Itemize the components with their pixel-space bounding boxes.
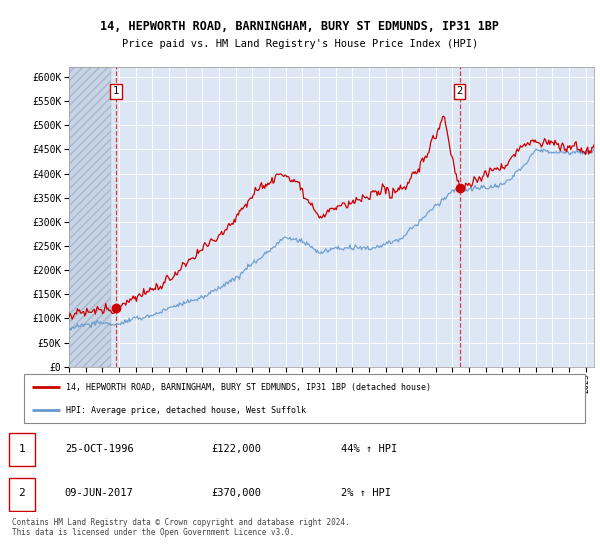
FancyBboxPatch shape [24, 374, 585, 423]
Text: £122,000: £122,000 [212, 444, 262, 454]
Text: 2: 2 [19, 488, 25, 498]
FancyBboxPatch shape [9, 478, 35, 511]
Text: 1: 1 [113, 86, 119, 96]
Text: 14, HEPWORTH ROAD, BARNINGHAM, BURY ST EDMUNDS, IP31 1BP: 14, HEPWORTH ROAD, BARNINGHAM, BURY ST E… [101, 20, 499, 32]
Text: 1: 1 [19, 444, 25, 454]
Text: HPI: Average price, detached house, West Suffolk: HPI: Average price, detached house, West… [66, 406, 306, 415]
Text: 25-OCT-1996: 25-OCT-1996 [65, 444, 134, 454]
Text: 44% ↑ HPI: 44% ↑ HPI [341, 444, 397, 454]
Text: Contains HM Land Registry data © Crown copyright and database right 2024.
This d: Contains HM Land Registry data © Crown c… [12, 518, 350, 538]
Text: 2% ↑ HPI: 2% ↑ HPI [341, 488, 391, 498]
Text: 09-JUN-2017: 09-JUN-2017 [65, 488, 134, 498]
Text: £370,000: £370,000 [212, 488, 262, 498]
Text: Price paid vs. HM Land Registry's House Price Index (HPI): Price paid vs. HM Land Registry's House … [122, 39, 478, 49]
FancyBboxPatch shape [9, 433, 35, 466]
Text: 2: 2 [457, 86, 463, 96]
Text: 14, HEPWORTH ROAD, BARNINGHAM, BURY ST EDMUNDS, IP31 1BP (detached house): 14, HEPWORTH ROAD, BARNINGHAM, BURY ST E… [66, 383, 431, 392]
